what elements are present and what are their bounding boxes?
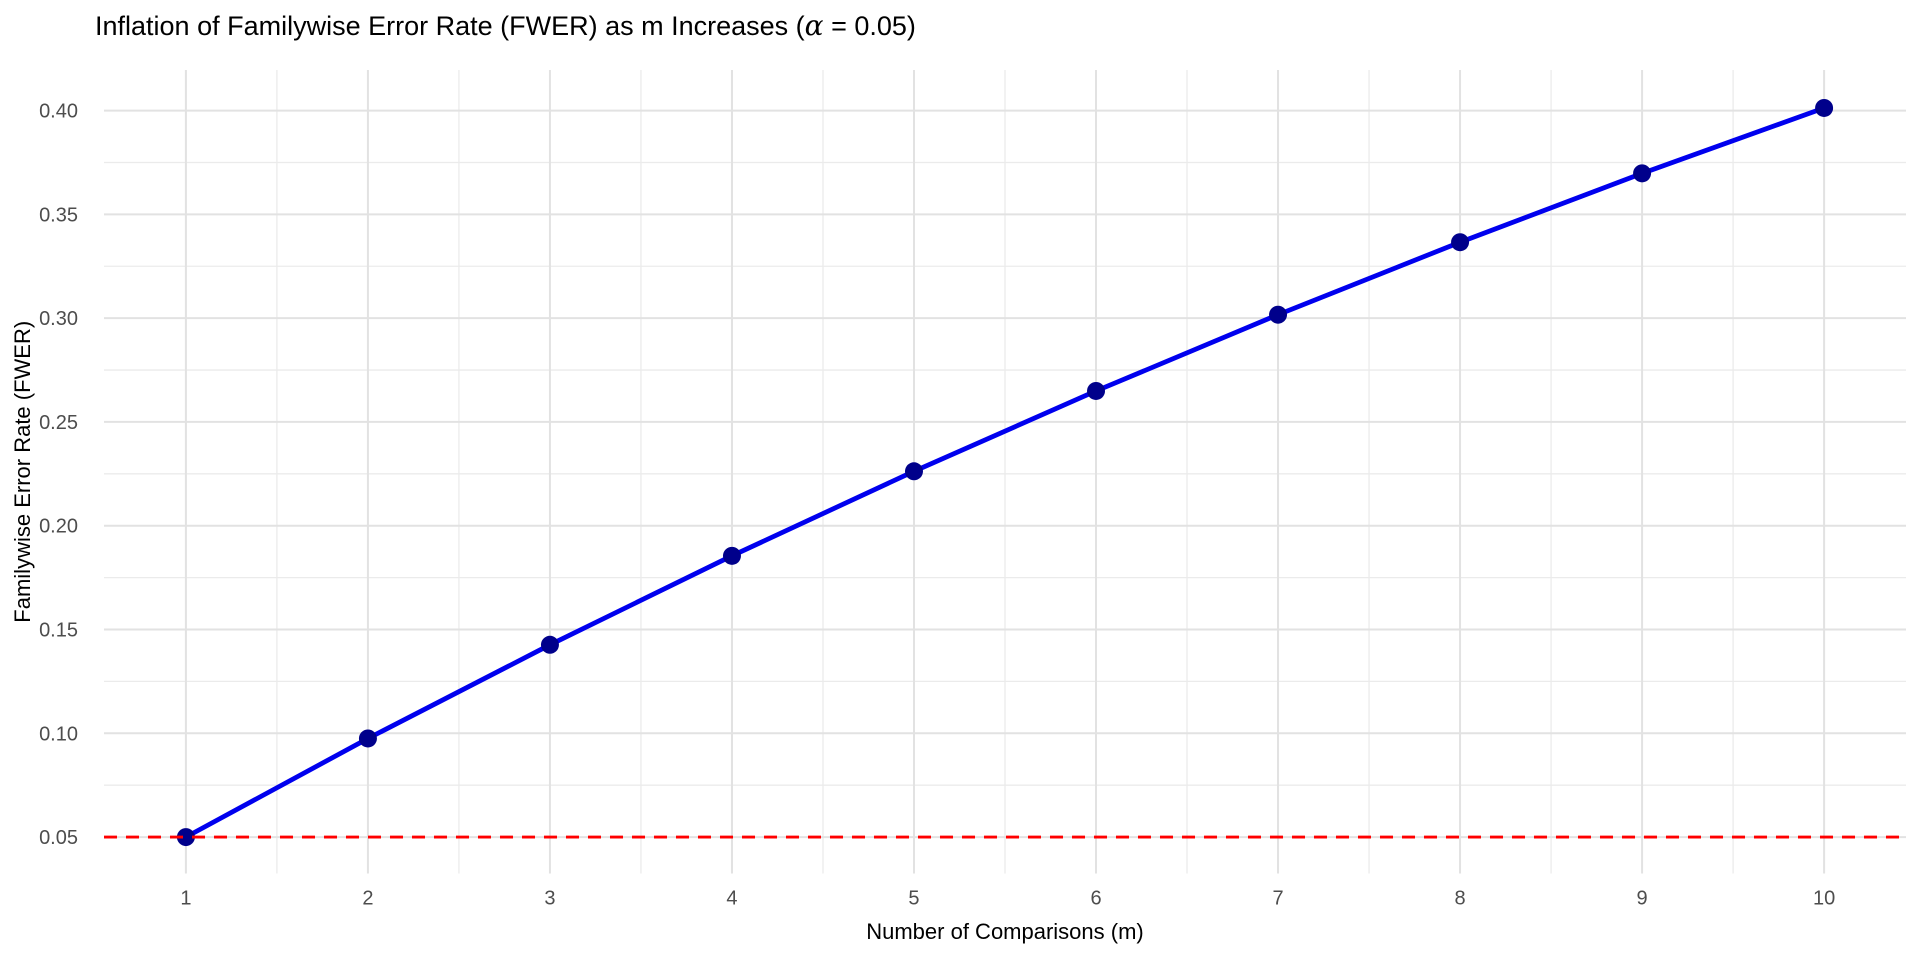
x-tick-label: 6	[1090, 888, 1101, 910]
data-point	[904, 462, 923, 481]
data-point	[358, 729, 377, 748]
x-tick-label: 5	[908, 888, 919, 910]
data-point	[1269, 305, 1288, 324]
x-tick-label: 3	[544, 888, 555, 910]
x-tick-label: 2	[362, 888, 373, 910]
data-point	[1633, 164, 1652, 183]
data-point	[722, 546, 741, 565]
data-point	[1451, 233, 1470, 252]
y-tick-label: 0.40	[39, 101, 78, 123]
data-point	[540, 635, 559, 654]
chart-title-alpha-value: = 0.05)	[823, 11, 916, 41]
y-axis-title: Familywise Error Rate (FWER)	[10, 321, 35, 623]
x-axis-title: Number of Comparisons (m)	[866, 919, 1144, 944]
x-tick-label: 1	[180, 888, 191, 910]
data-point	[176, 828, 195, 847]
x-tick-label: 7	[1272, 888, 1283, 910]
x-tick-label: 10	[1813, 888, 1835, 910]
chart-title-text: Inflation of Familywise Error Rate (FWER…	[95, 11, 805, 41]
y-tick-label: 0.20	[39, 516, 78, 538]
data-point	[1815, 98, 1834, 117]
y-tick-label: 0.10	[39, 723, 78, 745]
y-tick-label: 0.30	[39, 308, 78, 330]
chart-title: Inflation of Familywise Error Rate (FWER…	[95, 9, 916, 43]
x-tick-label: 8	[1454, 888, 1465, 910]
x-tick-label: 9	[1637, 888, 1648, 910]
y-tick-label: 0.15	[39, 620, 78, 642]
alpha-symbol: α	[804, 9, 824, 42]
data-point	[1087, 381, 1106, 400]
series-line	[183, 105, 1827, 840]
y-tick-label: 0.25	[39, 412, 78, 434]
y-tick-label: 0.35	[39, 204, 78, 226]
x-tick-label: 4	[726, 888, 737, 910]
y-tick-label: 0.05	[39, 827, 78, 849]
